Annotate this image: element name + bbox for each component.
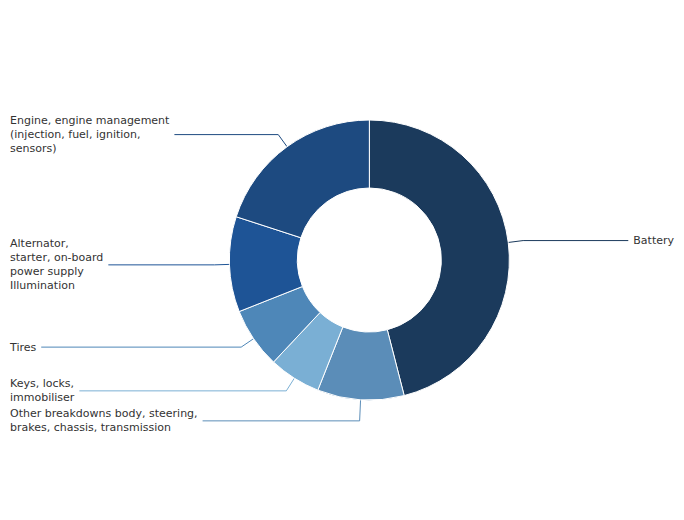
svg-text:sensors): sensors)	[10, 142, 56, 155]
svg-text:Tires: Tires	[9, 341, 36, 354]
svg-text:Illumination: Illumination	[10, 279, 75, 292]
svg-text:Other breakdowns body, steerin: Other breakdowns body, steering,	[10, 407, 198, 420]
svg-text:(injection, fuel, ignition,: (injection, fuel, ignition,	[10, 128, 141, 141]
svg-text:Alternator,: Alternator,	[10, 237, 69, 250]
svg-text:Engine, engine management: Engine, engine management	[10, 114, 170, 127]
svg-text:Keys, locks,: Keys, locks,	[10, 377, 74, 390]
svg-text:power supply: power supply	[10, 265, 84, 278]
svg-text:immobiliser: immobiliser	[10, 391, 75, 404]
svg-text:brakes, chassis, transmission: brakes, chassis, transmission	[10, 421, 171, 434]
svg-text:Battery: Battery	[633, 234, 674, 247]
svg-text:starter, on-board: starter, on-board	[10, 251, 103, 264]
